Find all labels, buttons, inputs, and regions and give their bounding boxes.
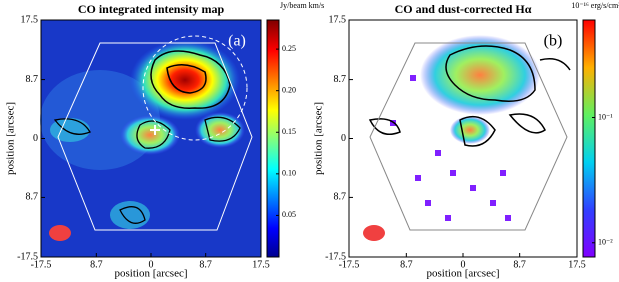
map-a (40, 20, 261, 257)
annotation: (a) (228, 33, 246, 50)
y-tick-label: 17.5 (329, 14, 347, 25)
colorbar (266, 19, 280, 258)
chart-title: CO and dust-corrected Hα (395, 2, 532, 16)
y-tick-label: 8.7 (334, 192, 347, 203)
y-tick-label: 8.7 (26, 74, 39, 85)
colorbar-tick-label: 0.20 (282, 86, 296, 95)
x-tick-label: 8.7 (199, 259, 212, 270)
x-tick-label: 0 (149, 259, 154, 270)
x-axis-label: position [arcsec] (427, 268, 500, 280)
colorbar-label: 10⁻¹⁶ erg/s/cm² (571, 1, 619, 10)
x-tick-label: 8.7 (90, 259, 103, 270)
x-tick-label: 8.7 (513, 259, 526, 270)
y-tick-label: 8.7 (334, 74, 347, 85)
y-tick-label: 17.5 (21, 14, 39, 25)
y-tick-label: -17.5 (325, 251, 346, 262)
x-tick-label: 8.7 (400, 259, 413, 270)
annotation: (b) (544, 33, 563, 50)
x-tick-label: 17.5 (252, 259, 270, 270)
y-axis-label: position [arcsec] (313, 102, 325, 175)
y-tick-label: -17.5 (17, 251, 38, 262)
y-axis-label: position [arcsec] (5, 102, 17, 175)
x-tick-label: -17.5 (339, 259, 360, 270)
colorbar-tick-label: 0.05 (282, 210, 296, 219)
x-tick-label: 0 (461, 259, 466, 270)
map-b (349, 20, 577, 257)
x-tick-label: -17.5 (31, 259, 52, 270)
colorbar-tick-label: 0.25 (282, 44, 296, 53)
x-axis-label: position [arcsec] (115, 268, 188, 280)
colorbar-tick-label: 0.15 (282, 127, 296, 136)
colorbar (582, 19, 596, 258)
y-tick-label: 0 (341, 133, 346, 144)
colorbar-label: Jy/beam km/s (280, 1, 324, 10)
x-tick-label: 17.5 (568, 259, 586, 270)
colorbar-tick-label: 0.10 (282, 169, 296, 178)
y-tick-label: 8.7 (26, 192, 39, 203)
chart-title: CO integrated intensity map (78, 2, 225, 16)
y-tick-label: 0 (33, 133, 38, 144)
colorbar-tick-label: 10⁻² (598, 238, 613, 247)
colorbar-tick-label: 10⁻¹ (598, 112, 613, 121)
